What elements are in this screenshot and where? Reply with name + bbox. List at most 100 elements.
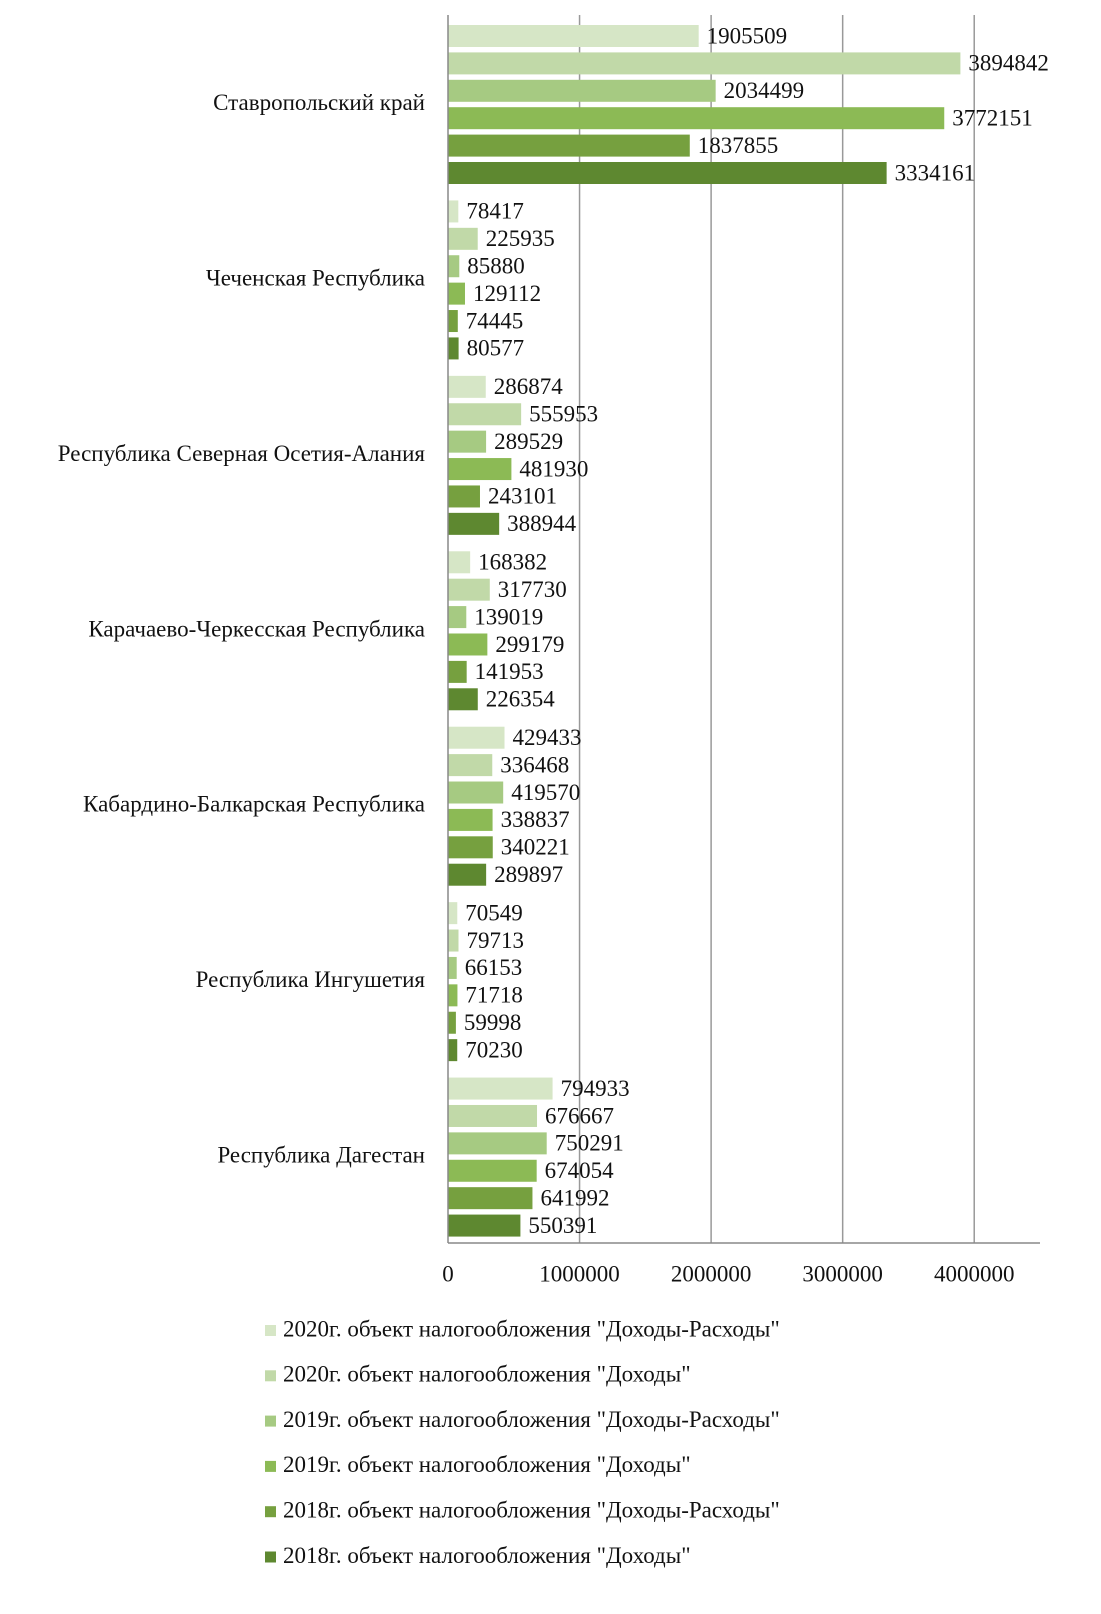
bar (448, 1132, 547, 1155)
x-tick-label: 2000000 (671, 1261, 752, 1286)
data-label: 71718 (465, 983, 523, 1008)
data-label: 286874 (494, 374, 564, 399)
data-label: 419570 (511, 780, 580, 805)
bar (448, 984, 458, 1007)
data-label: 70230 (465, 1037, 523, 1062)
data-label: 78417 (466, 199, 523, 224)
legend-swatch (265, 1460, 276, 1472)
data-label: 79713 (466, 928, 524, 953)
legend-swatch (265, 1551, 276, 1563)
data-label: 299179 (495, 632, 564, 657)
category-label: Республика Ингушетия (196, 967, 426, 992)
legend-label: 2018г. объект налогообложения "Доходы" (283, 1543, 691, 1568)
legend-label: 2018г. объект налогообложения "Доходы-Ра… (283, 1497, 780, 1522)
data-label: 674054 (545, 1158, 615, 1183)
legend-label: 2020г. объект налогообложения "Доходы-Ра… (283, 1316, 780, 1341)
bar (448, 551, 471, 574)
bar (448, 255, 460, 278)
category-label: Карачаево-Черкесская Республика (88, 616, 425, 641)
bar (448, 25, 699, 47)
category-label: Чеченская Республика (206, 265, 425, 290)
legend-swatch (265, 1415, 276, 1427)
bar (448, 282, 465, 305)
bar (448, 1011, 456, 1034)
bar (448, 606, 467, 629)
bar (448, 107, 945, 130)
data-label: 70549 (465, 900, 523, 925)
data-label: 168382 (478, 550, 547, 575)
bar (448, 956, 457, 979)
category-label: Ставропольский край (213, 90, 425, 115)
bar (448, 633, 488, 656)
category-label: Республика Дагестан (217, 1143, 425, 1168)
data-label: 481930 (519, 456, 588, 481)
data-label: 129112 (473, 281, 541, 306)
data-label: 429433 (512, 725, 581, 750)
category-label: Республика Северная Осетия-Алания (58, 441, 426, 466)
bar (448, 1104, 538, 1127)
bar (448, 836, 493, 859)
legend-label: 2019г. объект налогообложения "Доходы" (283, 1452, 691, 1477)
bar (448, 929, 459, 952)
data-label: 317730 (498, 577, 567, 602)
bar (448, 162, 887, 184)
bar (448, 578, 490, 601)
bar (448, 660, 467, 683)
bar (448, 403, 522, 426)
data-label: 74445 (466, 308, 524, 333)
data-label: 794933 (561, 1076, 630, 1101)
data-label: 85880 (467, 254, 524, 279)
bar (448, 688, 478, 711)
legend-label: 2020г. объект налогообложения "Доходы" (283, 1362, 691, 1387)
data-label: 3894842 (968, 51, 1049, 76)
bar (448, 754, 493, 777)
data-label: 289897 (494, 862, 563, 887)
data-label: 141953 (475, 659, 544, 684)
legend-swatch (265, 1506, 276, 1518)
bar (448, 430, 487, 453)
data-label: 2034499 (724, 78, 805, 103)
data-label: 750291 (555, 1131, 624, 1156)
bar (448, 485, 480, 508)
x-tick-label: 1000000 (539, 1261, 620, 1286)
bar (448, 337, 459, 360)
data-label: 66153 (465, 955, 522, 980)
data-label: 3334161 (895, 160, 976, 185)
data-label: 1905509 (707, 23, 788, 48)
data-label: 388944 (507, 511, 576, 536)
x-tick-label: 0 (442, 1261, 454, 1286)
bar (448, 79, 716, 102)
bar (448, 458, 512, 481)
x-tick-label: 3000000 (802, 1261, 883, 1286)
data-label: 243101 (488, 484, 557, 509)
bar (448, 1187, 533, 1210)
data-label: 338837 (501, 807, 570, 832)
data-label: 550391 (528, 1213, 597, 1238)
bar (448, 1039, 458, 1062)
x-tick-label: 4000000 (934, 1261, 1015, 1286)
data-label: 555953 (529, 402, 598, 427)
bar (448, 781, 504, 804)
bar (448, 134, 690, 157)
category-label: Кабардино-Балкарская Республика (83, 792, 425, 817)
data-label: 336468 (500, 752, 569, 777)
bar (448, 863, 487, 886)
bar (448, 227, 478, 250)
bar (448, 726, 505, 749)
data-label: 3772151 (952, 105, 1033, 130)
data-label: 139019 (474, 604, 543, 629)
bar (448, 1214, 521, 1237)
bar (448, 200, 459, 223)
data-label: 59998 (464, 1010, 522, 1035)
bar (448, 375, 486, 398)
data-label: 289529 (494, 429, 563, 454)
data-label: 80577 (467, 336, 525, 361)
data-label: 225935 (486, 226, 555, 251)
bar (448, 52, 961, 75)
data-label: 226354 (486, 687, 556, 712)
data-label: 676667 (545, 1103, 614, 1128)
data-label: 641992 (540, 1185, 609, 1210)
bar (448, 902, 458, 925)
legend-swatch (265, 1370, 276, 1382)
